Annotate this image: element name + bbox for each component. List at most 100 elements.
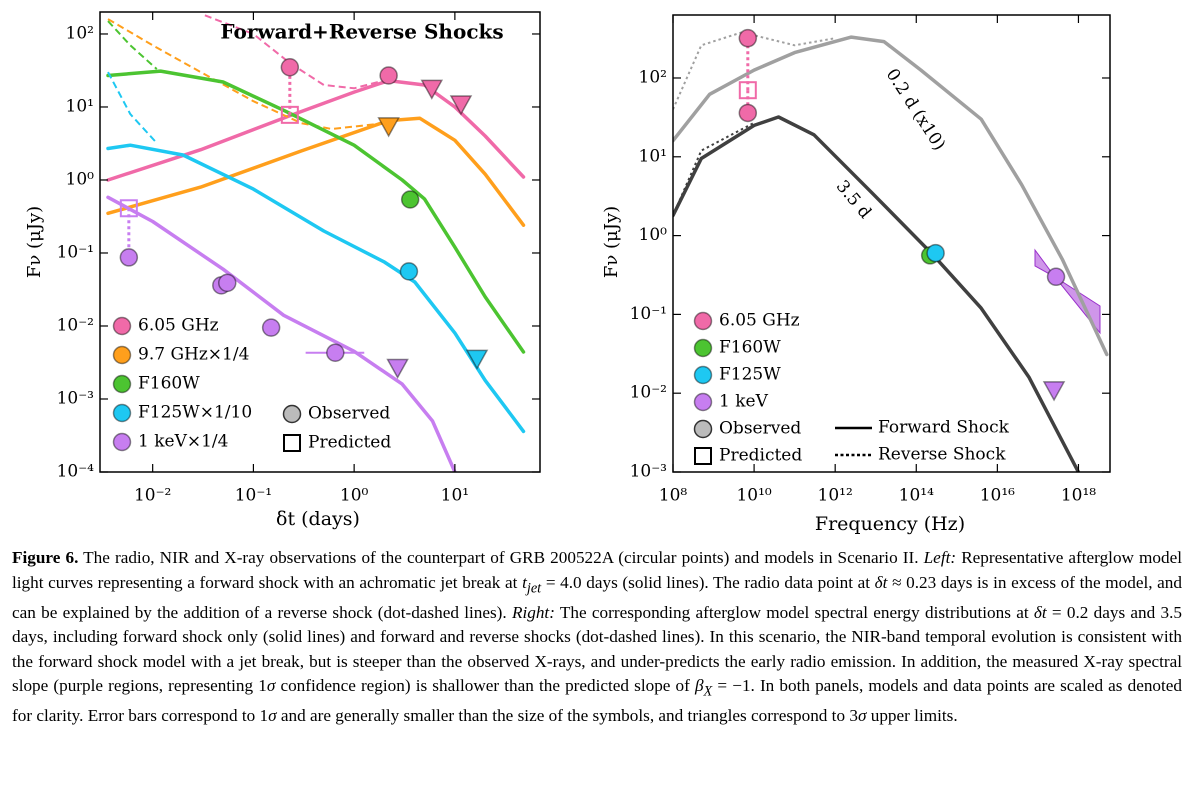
x-tick-label: 10⁻¹: [235, 486, 272, 506]
upper-limit: [1042, 381, 1066, 402]
x-tick-label: 10¹⁶: [980, 486, 1015, 506]
caption-text: = −1. In both panels, models and data po…: [12, 676, 1183, 726]
plot-area: [673, 31, 1109, 472]
y-tick-label: 10⁻³: [630, 462, 667, 482]
legend-label: Forward Shock: [878, 418, 1010, 438]
legend-marker: [693, 392, 713, 412]
caption-text: σ: [266, 676, 276, 696]
observed-point: [1046, 267, 1066, 287]
upper-limit: [377, 117, 400, 138]
y-tick-label: 10²: [639, 67, 667, 87]
observed-point: [261, 318, 281, 337]
caption-text: X: [703, 683, 713, 700]
caption-text: δt: [1033, 602, 1047, 622]
y-tick-label: 10²: [66, 23, 94, 43]
y-tick-label: 10⁻³: [57, 388, 94, 408]
observed-point: [326, 343, 345, 363]
y-tick-label: 10⁻²: [57, 315, 94, 335]
caption-text: σ: [268, 706, 277, 726]
legend-marker: [112, 316, 132, 336]
forward-shock-line: [106, 69, 526, 354]
y-tick-label: 10⁻¹: [630, 304, 667, 324]
y-tick-label: 10⁰: [639, 225, 668, 245]
x-tick-label: 10¹⁴: [899, 486, 934, 506]
caption-text: The corresponding afterglow model spectr…: [554, 602, 1034, 622]
observed-point: [218, 273, 237, 293]
legend-marker: [693, 311, 713, 331]
caption-text: Left:: [923, 548, 957, 567]
curve-label: 3.5 d: [832, 177, 875, 223]
legend-label: F160W: [719, 338, 781, 358]
y-tick-label: 10¹: [639, 146, 667, 166]
y-axis-label: Fν (μJy): [24, 206, 45, 278]
y-tick-label: 10⁰: [66, 169, 95, 189]
legend-label: Observed: [719, 419, 801, 439]
caption-text: and are generally smaller than the size …: [276, 706, 858, 726]
observed-point: [738, 103, 758, 123]
legend-marker: [112, 432, 132, 452]
upper-limit: [386, 358, 409, 380]
curve-label: 0.2 d (x10): [882, 65, 950, 154]
caption-text: confidence region) is shallower than the…: [275, 676, 695, 696]
legend-label: 6.05 GHz: [719, 311, 800, 331]
observed-point: [738, 28, 758, 48]
y-tick-label: 10⁻²: [630, 383, 667, 403]
legend-marker: [112, 345, 132, 365]
reverse-shock-line: [107, 18, 385, 130]
x-tick-label: 10¹⁰: [736, 486, 771, 506]
legend-marker: [283, 434, 301, 452]
legend-label: F125W×1/10: [138, 403, 252, 423]
chart-title: Forward+Reverse Shocks: [220, 20, 503, 44]
caption-text: ≈ 0.23 days is in excess of the model, a…: [12, 572, 1182, 622]
legend-label: Observed: [308, 404, 390, 424]
x-tick-label: 10¹⁸: [1061, 486, 1096, 506]
x-axis-label: δt (days): [276, 508, 360, 530]
caption-text: t: [522, 572, 527, 592]
y-tick-label: 10⁻¹: [57, 242, 94, 262]
legend-marker: [693, 338, 713, 358]
y-tick-label: 10¹: [66, 96, 94, 116]
observed-point: [280, 58, 300, 77]
legend-marker: [282, 404, 302, 424]
upper-limit: [465, 349, 489, 370]
caption-text: σ: [857, 706, 867, 726]
forward-shock-line: [106, 143, 526, 434]
observed-point: [399, 262, 419, 281]
reverse-shock-line: [107, 71, 158, 144]
caption-text: jet: [526, 580, 542, 597]
caption-text: β: [694, 676, 704, 696]
legend-marker: [694, 447, 712, 465]
legend-marker: [693, 365, 713, 385]
caption-text: Representative afterglow model light cur…: [12, 548, 1183, 592]
x-tick-label: 10⁰: [340, 486, 369, 506]
forward-shock-line: [106, 116, 526, 227]
x-tick-label: 10⁸: [659, 486, 688, 506]
legend-label: 9.7 GHz×1/4: [138, 345, 249, 365]
forward-shock-line: [673, 35, 1109, 357]
reverse-shock-line: [673, 121, 755, 216]
reverse-shock-line: [107, 20, 158, 70]
legend-marker: [693, 419, 713, 439]
forward-shock-line: [106, 195, 457, 472]
observed-point: [400, 190, 420, 209]
x-axis-label: Frequency (Hz): [815, 513, 965, 535]
legend-marker: [112, 403, 132, 423]
legend-label: F125W: [719, 365, 781, 385]
upper-limit: [449, 95, 473, 116]
observed-point: [119, 248, 139, 267]
predicted-point: [280, 105, 299, 124]
plot-frame: [99, 11, 541, 473]
x-tick-label: 10⁻²: [134, 486, 171, 506]
predicted-point: [119, 199, 138, 218]
plot-frame: [672, 14, 1111, 473]
figure: 10⁻² 10⁻¹ 10⁰ 10¹ 10⁻⁴ 10⁻³ 10⁻² 10⁻¹ 10⁰ 10¹ 10² 6…: [24, 11, 1111, 535]
legend-marker: [112, 374, 132, 394]
predicted-point: [738, 81, 757, 100]
upper-limit: [420, 79, 444, 100]
x-tick-label: 10¹²: [818, 486, 853, 506]
caption-text: δt: [874, 572, 888, 592]
legend-label: Predicted: [308, 433, 391, 453]
caption-text: Right:: [511, 602, 555, 622]
observed-point: [379, 66, 398, 85]
